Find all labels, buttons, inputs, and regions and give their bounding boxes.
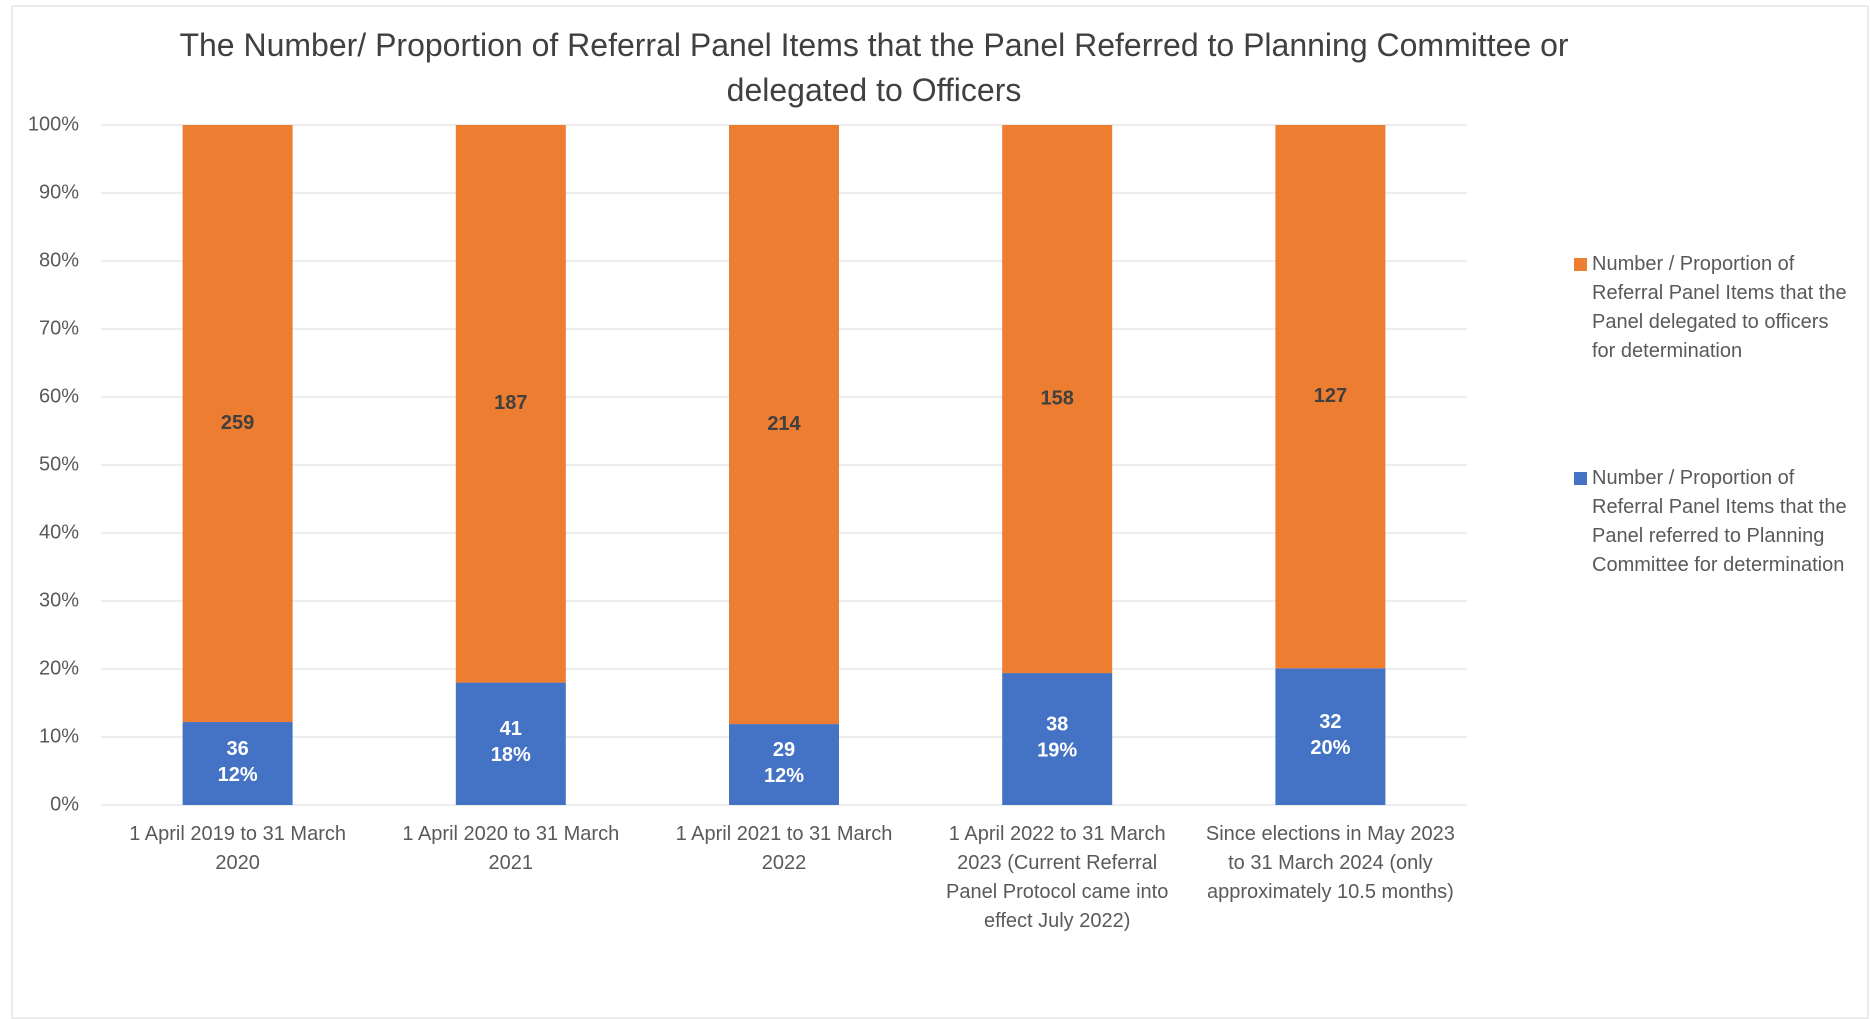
bar-segment — [1002, 673, 1113, 805]
y-tick-label: 20% — [39, 657, 79, 679]
count-label: 127 — [1314, 385, 1347, 407]
value-label: 20% — [1310, 737, 1350, 759]
legend-swatch — [1574, 472, 1587, 485]
count-label: 36 — [226, 738, 248, 760]
legend-label: Number / Proportion of Referral Panel Ite… — [1592, 253, 1847, 362]
bar-segment — [455, 682, 566, 805]
y-tick-label: 0% — [50, 793, 79, 815]
bar-segment — [182, 722, 293, 805]
x-tick-label: 1 April 2019 to 31 March 2020 — [129, 823, 346, 874]
bar-segment — [1002, 125, 1113, 674]
chart-frame — [11, 5, 1869, 1019]
x-tick-label: 1 April 2021 to 31 March 2022 — [676, 823, 893, 874]
count-label: 29 — [773, 739, 795, 761]
count-label: 187 — [494, 392, 527, 414]
y-tick-label: 60% — [39, 385, 79, 407]
count-label: 158 — [1041, 387, 1074, 409]
bar-segment — [1275, 668, 1386, 805]
y-tick-label: 80% — [39, 249, 79, 271]
count-label: 38 — [1046, 713, 1068, 735]
count-label: 259 — [221, 412, 254, 434]
y-tick-label: 70% — [39, 317, 79, 339]
chart-title: The Number/ Proportion of Referral Panel… — [179, 27, 1568, 108]
bar-segment — [729, 125, 839, 725]
bar-segment — [182, 125, 293, 723]
bar-segment — [729, 724, 839, 805]
count-label: 214 — [767, 413, 801, 435]
y-tick-label: 90% — [39, 181, 79, 203]
count-label: 41 — [500, 718, 522, 740]
bar-segment — [455, 125, 566, 683]
y-tick-label: 50% — [39, 453, 79, 475]
y-tick-label: 40% — [39, 521, 79, 543]
bar-segment — [1275, 125, 1386, 669]
y-tick-label: 10% — [39, 725, 79, 747]
y-tick-label: 100% — [28, 113, 79, 135]
legend-label: Number / Proportion of Referral Panel Ite… — [1592, 467, 1847, 576]
x-tick-label: Since elections in May 2023 to 31 March 2… — [1206, 823, 1455, 903]
value-label: 18% — [491, 744, 531, 766]
y-tick-label: 30% — [39, 589, 79, 611]
legend-swatch — [1574, 258, 1587, 271]
x-tick-label: 1 April 2020 to 31 March 2021 — [402, 823, 619, 874]
count-label: 32 — [1319, 711, 1341, 733]
value-label: 12% — [764, 765, 804, 787]
value-label: 12% — [218, 764, 258, 786]
x-tick-label: 1 April 2022 to 31 March 2023 (Current Re… — [946, 823, 1168, 932]
value-label: 19% — [1037, 739, 1077, 761]
